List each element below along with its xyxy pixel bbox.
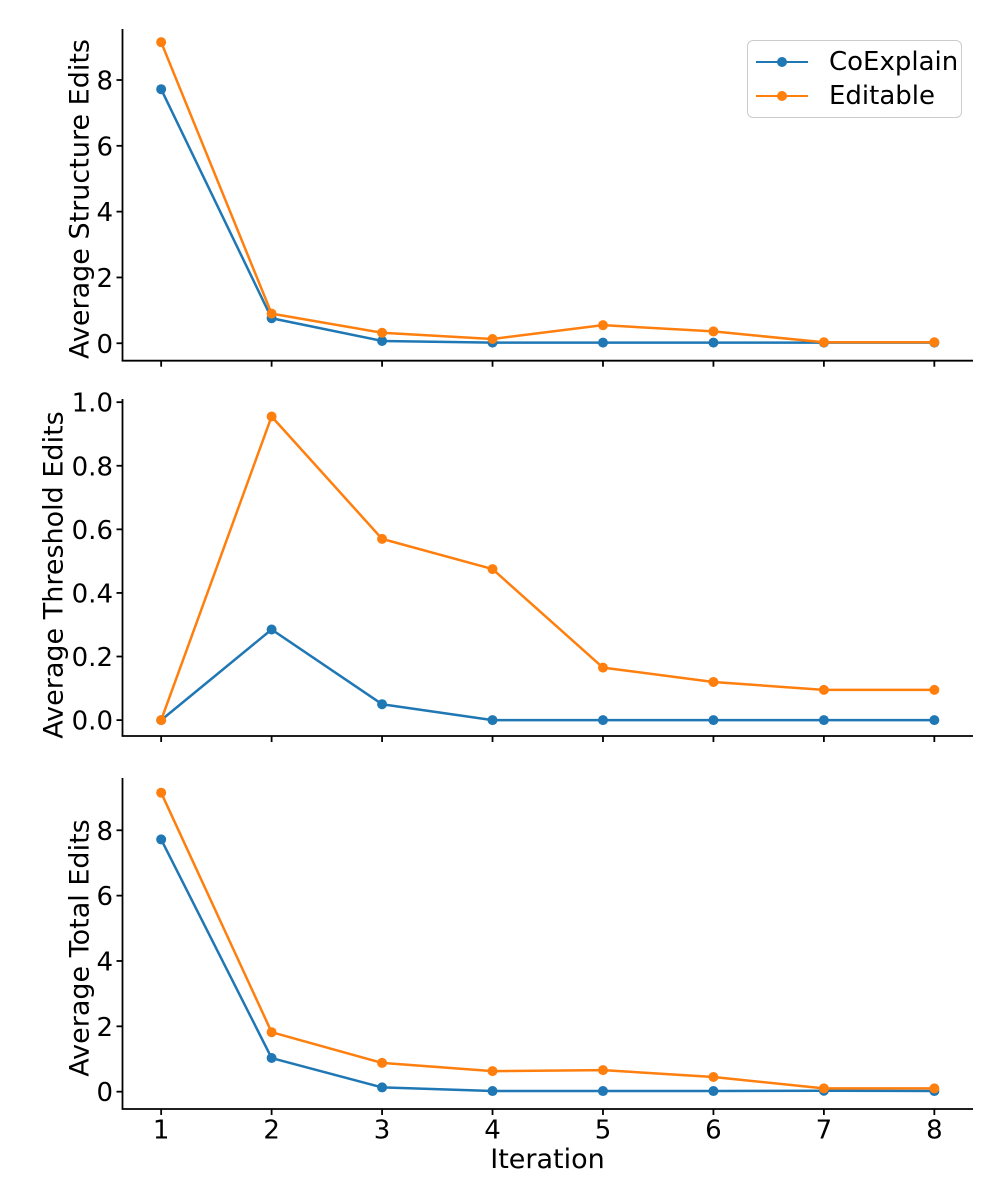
svg-text:8: 8 [926, 1116, 943, 1146]
svg-text:0.0: 0.0 [72, 707, 113, 737]
svg-text:0.8: 0.8 [72, 452, 113, 482]
legend-label: CoExplain [829, 47, 959, 77]
legend-item-editable: Editable [756, 79, 953, 113]
svg-text:0.4: 0.4 [72, 579, 113, 609]
svg-text:6: 6 [96, 882, 113, 912]
svg-text:8: 8 [96, 817, 113, 847]
svg-text:5: 5 [595, 1116, 612, 1146]
svg-text:6: 6 [705, 1116, 722, 1146]
svg-text:7: 7 [816, 1116, 833, 1146]
legend-line-marker-coexplain [756, 57, 808, 67]
svg-text:1: 1 [153, 1116, 170, 1146]
legend-dot-icon [777, 91, 787, 101]
svg-text:8: 8 [96, 67, 113, 97]
svg-text:0: 0 [96, 1078, 113, 1108]
svg-text:0.2: 0.2 [72, 643, 113, 673]
svg-text:2: 2 [96, 264, 113, 294]
svg-text:6: 6 [96, 132, 113, 162]
y-axis-label-threshold: Average Threshold Edits [38, 411, 70, 739]
svg-text:4: 4 [484, 1116, 501, 1146]
svg-text:1.0: 1.0 [72, 389, 113, 419]
legend-item-coexplain: CoExplain [756, 45, 958, 79]
x-axis-label: Iteration [490, 1144, 605, 1175]
svg-text:2: 2 [96, 1013, 113, 1043]
svg-text:2: 2 [263, 1116, 280, 1146]
svg-text:4: 4 [96, 947, 113, 977]
svg-text:0: 0 [96, 330, 113, 360]
legend-dot-icon [777, 57, 787, 67]
legend-line-marker-editable [756, 91, 808, 101]
y-axis-label-total: Average Total Edits [64, 819, 96, 1077]
svg-text:4: 4 [96, 198, 113, 228]
svg-text:0.6: 0.6 [72, 516, 113, 546]
legend-label: Editable [829, 81, 936, 111]
svg-text:3: 3 [374, 1116, 391, 1146]
y-axis-label-structure: Average Structure Edits [64, 39, 96, 359]
legend: CoExplain Editable [747, 40, 962, 118]
